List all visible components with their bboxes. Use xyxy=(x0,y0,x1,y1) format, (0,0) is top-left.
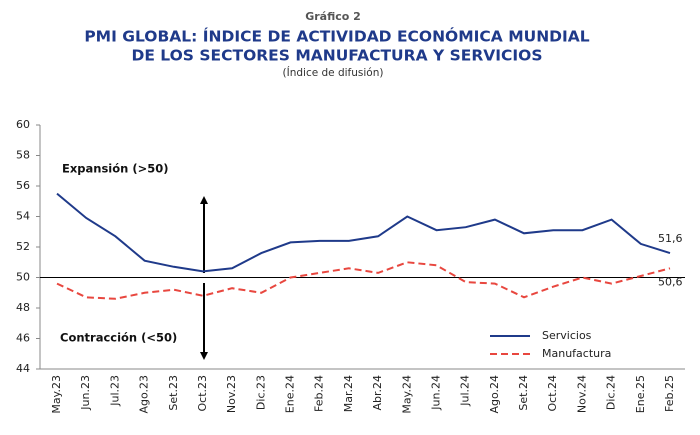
y-tick-label: 58 xyxy=(16,149,30,162)
x-tick-label: May.23 xyxy=(50,375,63,414)
data-label: 51,6 xyxy=(658,232,683,245)
y-tick-label: 56 xyxy=(16,179,30,192)
x-tick-label: Dic.24 xyxy=(605,375,618,410)
x-tick-label: Oct.23 xyxy=(196,375,209,412)
annotation: Contracción (<50) xyxy=(60,331,177,345)
x-tick-label: Dic.23 xyxy=(254,375,267,410)
x-tick-label: Abr.24 xyxy=(371,375,384,411)
chart-title: DE LOS SECTORES MANUFACTURA Y SERVICIOS xyxy=(131,47,542,65)
y-tick-label: 52 xyxy=(16,240,30,253)
series-line xyxy=(56,261,671,300)
x-tick-label: Set.24 xyxy=(517,375,530,411)
x-tick-label: Ago.23 xyxy=(138,375,151,414)
x-tick-label: Mar.24 xyxy=(342,375,355,412)
x-tick-label: Nov.23 xyxy=(225,375,238,413)
x-tick-label: Jun.23 xyxy=(79,375,92,411)
chart-title: PMI GLOBAL: ÍNDICE DE ACTIVIDAD ECONÓMIC… xyxy=(84,27,589,46)
x-tick-label: Feb.24 xyxy=(313,375,326,412)
x-tick-label: Oct.24 xyxy=(546,375,559,412)
x-tick-label: May.24 xyxy=(400,375,413,414)
legend-label: Manufactura xyxy=(542,347,611,360)
chart-supertitle: Gráfico 2 xyxy=(305,10,361,23)
y-tick-label: 60 xyxy=(16,118,30,131)
y-tick-label: 46 xyxy=(16,332,30,345)
data-label: 50,6 xyxy=(658,275,683,288)
y-tick-label: 48 xyxy=(16,301,30,314)
annotation: Expansión (>50) xyxy=(62,162,168,176)
y-tick-label: 54 xyxy=(16,210,30,223)
legend-label: Servicios xyxy=(542,329,592,342)
x-tick-label: Set.23 xyxy=(167,375,180,411)
x-tick-label: Jun.24 xyxy=(429,375,442,411)
x-tick-label: Jul.24 xyxy=(459,375,472,407)
x-tick-label: Ene.25 xyxy=(634,375,647,413)
x-tick-label: Nov.24 xyxy=(575,375,588,413)
y-tick-label: 50 xyxy=(16,271,30,284)
chart-subtitle: (Índice de difusión) xyxy=(283,66,384,79)
x-tick-label: Feb.25 xyxy=(663,375,676,412)
x-tick-label: Ene.24 xyxy=(284,375,297,413)
x-tick-label: Jul.23 xyxy=(108,375,121,407)
x-tick-label: Ago.24 xyxy=(488,375,501,414)
series-line xyxy=(56,192,671,273)
y-tick-label: 44 xyxy=(16,362,30,375)
